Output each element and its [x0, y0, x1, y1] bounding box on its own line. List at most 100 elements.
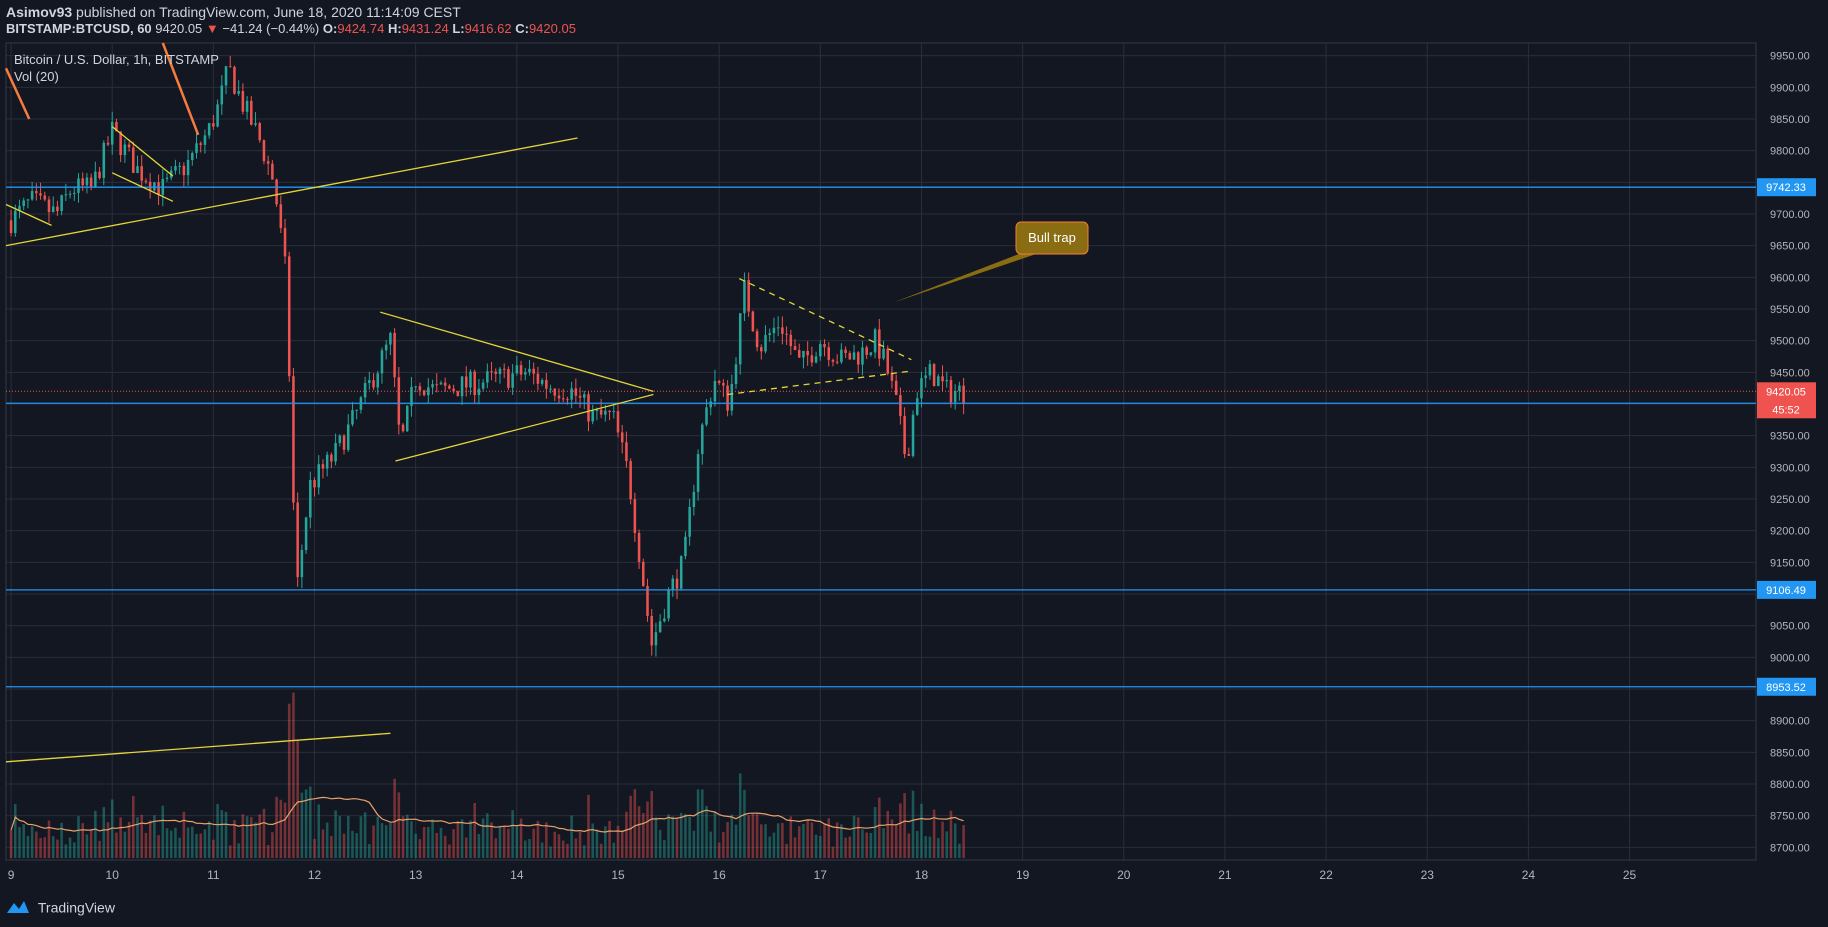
volume-bar — [422, 827, 426, 858]
x-tick-label: 25 — [1623, 868, 1637, 882]
y-tick-label: 9250.00 — [1770, 494, 1810, 506]
candle-body — [599, 409, 603, 415]
volume-bar — [776, 823, 780, 858]
volume-bar — [945, 831, 949, 858]
volume-bar — [174, 827, 177, 858]
y-tick-label: 8700.00 — [1770, 842, 1810, 854]
volume-bar — [566, 843, 569, 858]
volume-bar — [574, 838, 578, 858]
close-label: C: — [515, 21, 529, 36]
candle-body — [22, 200, 25, 206]
volume-bar — [726, 821, 729, 858]
volume-bar — [43, 837, 47, 858]
candle-body — [14, 210, 17, 233]
candle-body — [443, 382, 447, 386]
volume-bar — [330, 835, 333, 858]
volume-bar — [473, 802, 476, 858]
candle-body — [886, 348, 890, 374]
candle-body — [696, 454, 700, 492]
trendline — [5, 732, 391, 763]
candle-body — [734, 364, 738, 384]
volume-bar — [806, 819, 809, 858]
high-label: H: — [387, 21, 402, 36]
candle-body — [64, 194, 68, 196]
volume-bar — [237, 843, 240, 858]
candle-body — [195, 143, 198, 154]
volume-bar — [705, 806, 708, 858]
volume-bar — [287, 703, 291, 858]
volume-bar — [279, 799, 283, 858]
volume-bar — [427, 827, 430, 858]
candle-body — [56, 206, 59, 212]
volume-bar — [393, 778, 396, 858]
candle-body — [861, 347, 864, 365]
volume-bar — [827, 818, 831, 858]
volume-bar — [844, 837, 847, 858]
volume-bar — [873, 806, 877, 858]
candle-body — [776, 327, 780, 329]
volume-bar — [764, 824, 767, 858]
volume-bar — [760, 824, 763, 858]
publisher-name[interactable]: Asimov93 — [6, 4, 73, 20]
candle-body — [228, 66, 232, 68]
candle-body — [182, 165, 186, 176]
price-axis[interactable]: 9950.009900.009850.009800.009750.009700.… — [1757, 51, 1816, 855]
volume-bar — [363, 812, 367, 858]
candle-body — [35, 191, 38, 194]
candle-body — [342, 435, 346, 450]
candle-body — [730, 383, 734, 411]
candle-body — [469, 371, 472, 388]
volume-bar — [161, 805, 165, 858]
volume-bar — [915, 831, 919, 858]
y-tick-label: 8750.00 — [1770, 811, 1810, 823]
candle-body — [144, 180, 148, 182]
candle-body — [637, 532, 641, 562]
candle-body — [271, 163, 274, 180]
x-tick-label: 9 — [8, 868, 15, 882]
candle-body — [300, 550, 304, 578]
candle-body — [486, 371, 489, 383]
candle-body — [903, 416, 906, 454]
volume-bar — [932, 809, 936, 858]
candle-body — [490, 371, 493, 373]
x-tick-label: 21 — [1218, 868, 1232, 882]
volume-bar — [283, 802, 287, 858]
candle-body — [873, 329, 877, 353]
candle-body — [191, 153, 194, 160]
volume-bar — [191, 826, 194, 858]
tradingview-logo-icon[interactable] — [6, 899, 30, 915]
candle-body — [540, 380, 544, 384]
candle-body — [85, 177, 89, 186]
candle-body — [448, 385, 451, 389]
price-chart[interactable]: 9950.009900.009850.009800.009750.009700.… — [0, 0, 1828, 895]
candle-body — [953, 390, 957, 403]
volume-bar — [823, 823, 826, 858]
candle-body — [882, 348, 885, 359]
candle-body — [920, 378, 923, 399]
level-price-label: 8953.52 — [1766, 682, 1806, 694]
volume-ma-line — [10, 796, 964, 833]
candle-body — [351, 410, 354, 425]
candle-body — [393, 332, 396, 378]
brand-name[interactable]: TradingView — [37, 899, 115, 916]
candle-body — [679, 556, 683, 589]
x-tick-label: 22 — [1319, 868, 1333, 882]
volume-bar — [962, 825, 965, 858]
candle-body — [153, 182, 156, 191]
y-tick-label: 9450.00 — [1770, 367, 1810, 379]
time-axis[interactable]: 9 10 11 12 13 14 15 16 17 18 19 20 21 22 23 24 25 — [6, 859, 1756, 882]
y-tick-label: 9950.00 — [1770, 51, 1810, 63]
candle-body — [304, 517, 308, 551]
candle-body — [309, 479, 312, 518]
volume-bar — [431, 819, 434, 858]
volume-bar — [519, 818, 523, 858]
candle-body — [123, 144, 127, 156]
volume-bar — [18, 827, 21, 858]
horizontal-levels — [6, 186, 1756, 688]
volume-bar — [608, 821, 611, 858]
candle-body — [368, 380, 371, 383]
candle-body — [98, 171, 101, 178]
y-tick-label: 9650.00 — [1770, 241, 1810, 253]
trendline — [5, 203, 52, 226]
volume-bar — [355, 833, 358, 858]
